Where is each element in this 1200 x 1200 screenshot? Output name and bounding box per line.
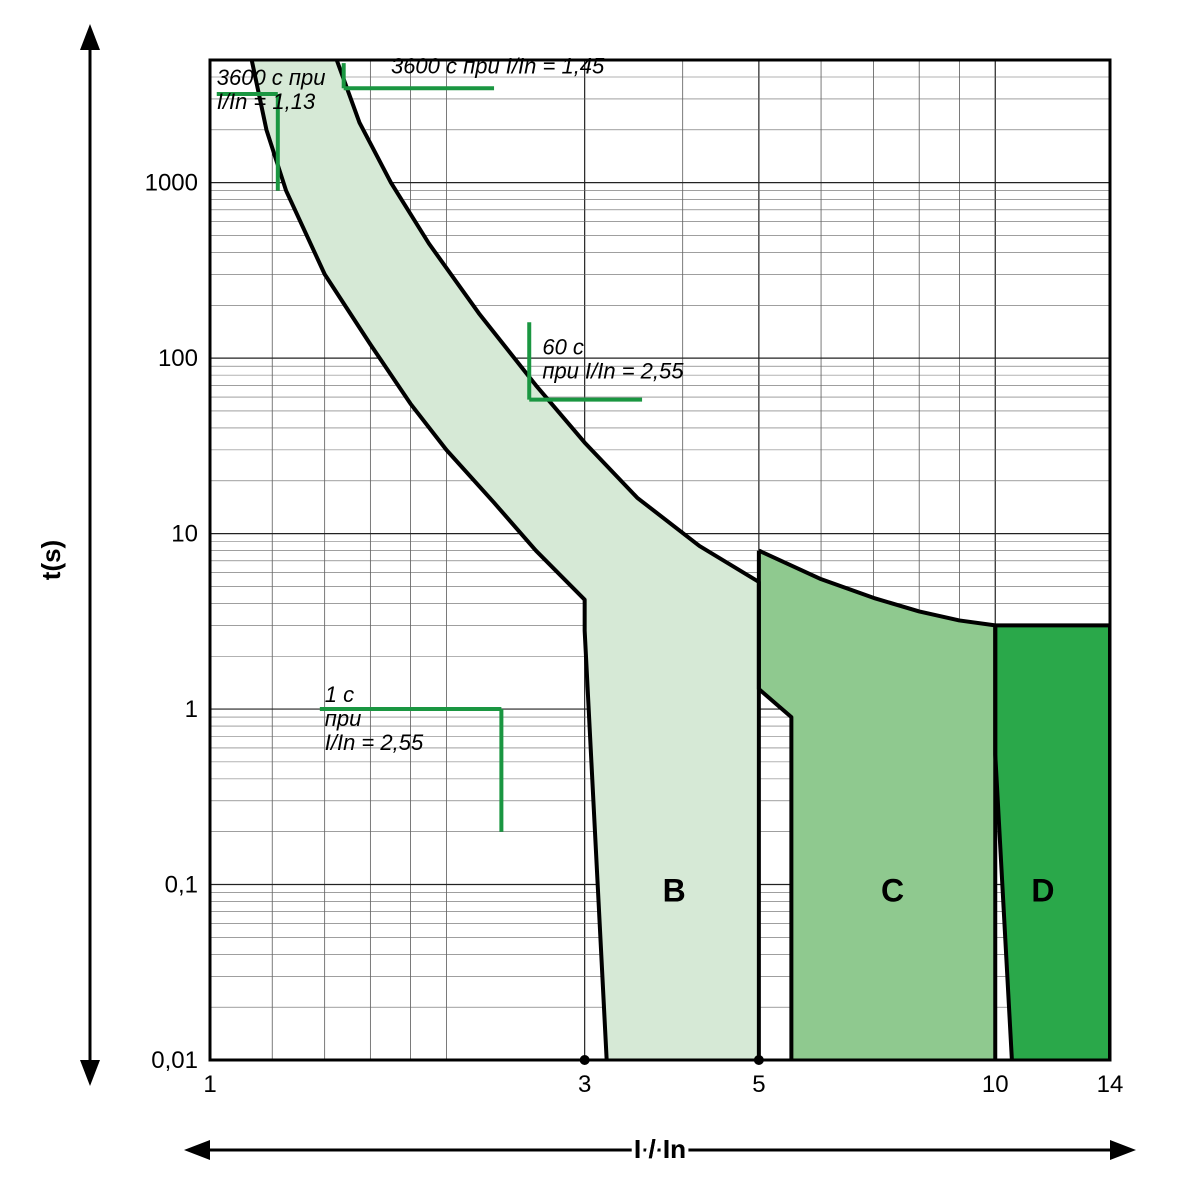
svg-text:B: B bbox=[663, 873, 686, 909]
trip-curve-chart: 3600 с приI/In = 1,13 3600 с при I/In = 1… bbox=[0, 0, 1200, 1200]
svg-text:при I/In = 2,55: при I/In = 2,55 bbox=[542, 358, 684, 383]
svg-text:D: D bbox=[1031, 873, 1054, 909]
svg-text:10: 10 bbox=[171, 521, 198, 548]
svg-text:14: 14 bbox=[1097, 1071, 1124, 1098]
svg-text:I/In = 2,55: I/In = 2,55 bbox=[325, 730, 424, 755]
svg-text:I/In = 1,13: I/In = 1,13 bbox=[217, 89, 316, 114]
svg-text:1: 1 bbox=[185, 696, 198, 723]
svg-text:t(s): t(s) bbox=[36, 540, 66, 580]
svg-text:3600 с при: 3600 с при bbox=[217, 65, 326, 90]
svg-text:100: 100 bbox=[158, 345, 198, 372]
svg-text:60 с: 60 с bbox=[542, 334, 584, 359]
svg-text:1 с: 1 с bbox=[325, 682, 354, 707]
svg-text:I / In: I / In bbox=[634, 1134, 686, 1164]
svg-text:1: 1 bbox=[203, 1071, 216, 1098]
chart-svg: 3600 с приI/In = 1,13 3600 с при I/In = 1… bbox=[0, 0, 1200, 1200]
svg-text:C: C bbox=[881, 873, 904, 909]
svg-text:3600 с при I/In = 1,45: 3600 с при I/In = 1,45 bbox=[391, 53, 605, 78]
svg-text:3: 3 bbox=[578, 1071, 591, 1098]
svg-text:0,1: 0,1 bbox=[165, 872, 198, 899]
svg-text:при: при bbox=[325, 706, 362, 731]
svg-text:5: 5 bbox=[752, 1071, 765, 1098]
svg-text:1000: 1000 bbox=[145, 170, 198, 197]
svg-text:10: 10 bbox=[982, 1071, 1009, 1098]
svg-text:0,01: 0,01 bbox=[151, 1047, 198, 1074]
